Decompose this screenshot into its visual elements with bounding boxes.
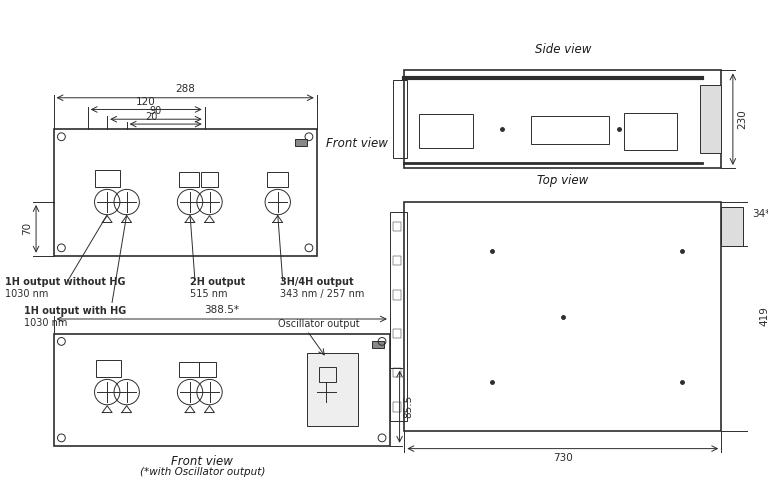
- Text: Oscillator output: Oscillator output: [278, 319, 359, 329]
- Bar: [267, 172, 289, 187]
- Text: 3H/4H output: 3H/4H output: [280, 277, 353, 287]
- Bar: [179, 172, 199, 187]
- Bar: [392, 329, 401, 338]
- Text: Side view: Side view: [535, 43, 591, 56]
- Text: (*with Oscillator output): (*with Oscillator output): [140, 467, 265, 477]
- Bar: [419, 114, 472, 148]
- Bar: [392, 80, 407, 158]
- Text: 2H output: 2H output: [190, 277, 245, 287]
- Text: 20: 20: [145, 112, 157, 122]
- Bar: [95, 360, 121, 377]
- Text: 85.5: 85.5: [403, 395, 413, 419]
- Bar: [392, 256, 401, 265]
- Bar: [390, 212, 407, 421]
- Circle shape: [316, 382, 337, 403]
- Bar: [624, 113, 677, 150]
- Text: 288: 288: [175, 84, 195, 94]
- Bar: [405, 71, 721, 168]
- Bar: [392, 368, 401, 377]
- Bar: [179, 362, 199, 377]
- Bar: [307, 353, 358, 426]
- Text: 1030 nm: 1030 nm: [25, 318, 68, 328]
- Bar: [392, 222, 401, 231]
- Bar: [200, 172, 218, 187]
- Bar: [199, 362, 217, 377]
- Bar: [372, 341, 384, 348]
- Bar: [392, 290, 401, 300]
- Text: 1H output without HG: 1H output without HG: [5, 277, 125, 287]
- Text: 34*: 34*: [753, 209, 768, 219]
- Text: Top view: Top view: [537, 174, 588, 187]
- Bar: [94, 170, 120, 187]
- Text: 230: 230: [737, 109, 746, 129]
- Text: Front view: Front view: [326, 137, 389, 150]
- Text: 1030 nm: 1030 nm: [5, 289, 48, 299]
- Text: 90: 90: [150, 106, 162, 116]
- Bar: [405, 202, 721, 431]
- Bar: [531, 116, 609, 144]
- Bar: [392, 402, 401, 411]
- Bar: [721, 207, 743, 246]
- Bar: [295, 139, 307, 146]
- Bar: [54, 334, 390, 446]
- Bar: [319, 367, 336, 383]
- Text: 343 nm / 257 nm: 343 nm / 257 nm: [280, 289, 364, 299]
- Text: 730: 730: [553, 453, 573, 463]
- Text: 419: 419: [760, 307, 768, 326]
- Text: 515 nm: 515 nm: [190, 289, 227, 299]
- Bar: [54, 129, 316, 256]
- Text: 120: 120: [136, 96, 156, 107]
- Text: Front view: Front view: [171, 456, 233, 468]
- Text: 1H output with HG: 1H output with HG: [25, 306, 127, 316]
- Bar: [700, 85, 721, 153]
- Text: 388.5*: 388.5*: [204, 305, 239, 315]
- Text: 70: 70: [22, 222, 32, 235]
